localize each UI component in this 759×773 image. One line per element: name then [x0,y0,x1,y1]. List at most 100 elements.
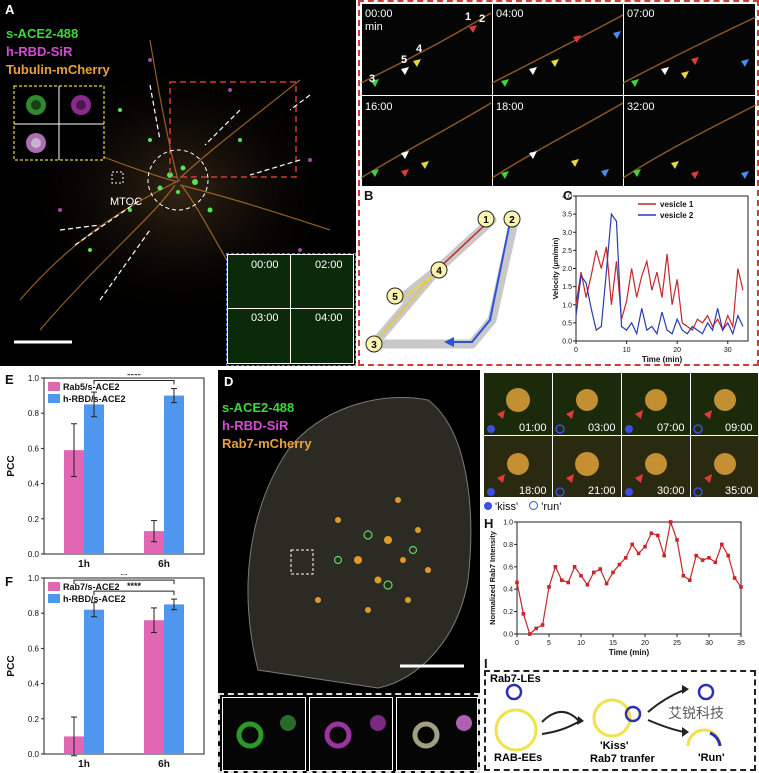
data-point [579,573,583,578]
significance-label: **** [127,581,142,591]
plot-frame [43,577,205,755]
tile-time: 07:00 [627,8,655,20]
y-tick-label: 0.4 [28,480,40,489]
run-label: 'Run' [698,752,725,764]
significance-bracket [93,380,175,385]
panel-f-letter: F [5,574,13,589]
y-tick-label: 1.0 [28,574,40,583]
legend-entry: vesicle 2 [660,211,694,220]
rab7-les-label: Rab7-LEs [490,673,541,685]
panel-g-grid: 01:00 03:00 07:00 09:00 18:00 21:00 30:0… [483,372,759,498]
x-tick-label: 5 [547,640,551,647]
run-circle-icon [529,501,539,510]
data-point [624,556,628,560]
y-tick-label: 1.0 [562,302,572,309]
inset-time: 04:00 [315,312,343,324]
data-point [528,632,532,636]
x-tick-label: 25 [673,640,681,647]
significance-label: **** [127,374,142,381]
data-point [643,544,647,549]
legend-entry: vesicle 1 [660,200,694,209]
x-axis-label: Time (min) [609,648,650,657]
panel-i-frame [484,670,756,771]
x-tick-label: 0 [515,640,519,647]
panel-a-legend-tubulin: Tubulin-mCherry [6,62,110,77]
y-tick-label: 0.4 [28,680,40,689]
panel-d-legend-rab7: Rab7-mCherry [222,436,312,451]
panel-d-letter: D [224,374,234,389]
node-label: 1 [483,215,489,226]
mtoc-label: MTOC [110,196,143,208]
panel-e-letter: E [5,372,14,387]
data-point [707,556,711,560]
inset-tile [290,308,354,364]
panel-a-micrograph: A s-ACE2-488 h-RBD-SiR Tubulin-mCherry M… [0,0,356,366]
node-label: 3 [371,340,377,351]
tile-time: 04:00 [496,8,524,20]
y-tick-label: 0.6 [28,644,40,653]
data-point [630,542,634,547]
data-point [700,558,705,562]
category-label: 6h [158,559,170,570]
y-tick-label: 0.4 [503,587,513,594]
data-point [572,565,577,569]
y-axis-label: PCC [6,455,17,476]
rab7-transfer-label: Rab7 tranfer [590,753,655,765]
y-tick-label: 2.5 [562,248,572,255]
panel-c-chart: 0 10 20 30 0.0 0.5 1.0 1.5 2.0 2.5 3.0 3.5 4.0 Time (… [552,194,749,364]
g-time: 30:00 [657,485,685,497]
data-point [668,520,673,524]
significance-label: ** [120,574,128,580]
data-point [649,531,654,535]
y-tick-label: 1.0 [503,520,513,527]
g-time: 18:00 [519,485,547,497]
data-point [547,585,551,589]
vesicle-number: 5 [401,54,408,66]
plot-frame [516,521,742,635]
data-point [617,562,622,567]
data-point [681,573,686,578]
bar [164,395,184,554]
panel-h-letter: H [484,516,494,531]
timelapse-tile [361,95,493,187]
g-time: 21:00 [588,485,616,497]
data-point [534,626,538,631]
panel-i-diagram [494,683,722,752]
data-point [592,570,596,575]
data-point [694,553,698,558]
panel-g-legend: 'kiss' 'run' [484,501,561,513]
y-tick-label: 3.0 [562,230,572,237]
g-time: 01:00 [519,422,547,434]
y-axis-label: Normalized Rab7 Intensity [488,530,497,625]
panel-b-letter: B [364,188,374,203]
data-point [521,612,526,616]
vesicle-number: 3 [369,73,376,85]
y-tick-label: 1.5 [562,284,572,291]
node-label: 5 [392,292,398,303]
y-tick-label: 0.8 [503,542,513,549]
panel-d-micrograph: D s-ACE2-488 h-RBD-SiR Rab7-mCherry [218,370,480,773]
watermark: 艾锐科技 [668,705,724,721]
legend-entry: Rab5/s-ACE2 [63,382,120,392]
node-label: 2 [509,215,515,226]
bar [144,531,164,554]
panel-d-inset-strip [218,693,480,773]
x-tick-label: 35 [737,640,745,647]
y-tick-label: 0.5 [562,320,572,327]
vesicle-number: 1 [465,11,472,23]
data-point [611,570,615,575]
node-label: 4 [436,266,442,277]
panel-a-legend-rbd: h-RBD-SiR [6,44,73,59]
timelapse-overlay [361,12,756,179]
data-point [726,553,730,558]
bar [84,404,104,554]
x-tick-label: 15 [609,640,617,647]
panel-d-image [247,396,472,689]
y-tick-label: 0.8 [28,609,40,618]
y-tick-label: 3.5 [562,212,572,219]
data-point [604,581,609,586]
data-point [675,538,679,542]
data-point [713,560,718,565]
y-tick-label: 2.0 [562,266,572,273]
panel-b-trajectory: 1 2 3 4 5 [365,210,521,353]
